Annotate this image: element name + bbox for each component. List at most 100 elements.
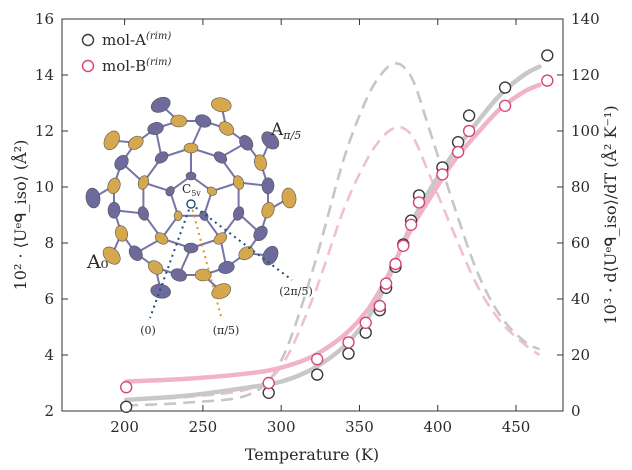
molecule-atom	[218, 261, 235, 274]
symmetry-direction-line	[149, 203, 192, 319]
y-right-tick-label: 80	[571, 178, 590, 196]
molecule-atom	[211, 97, 232, 113]
molecule-atom	[233, 206, 245, 221]
molecule-atom	[195, 114, 212, 128]
data-points	[119, 49, 554, 413]
y-left-tick-label: 12	[35, 122, 54, 140]
data-point-mol-a	[311, 368, 324, 381]
data-point-mol-b	[498, 99, 512, 113]
y-left-tick-label: 16	[35, 10, 54, 28]
molecule-atom	[107, 177, 121, 194]
molecule-atom	[262, 245, 279, 266]
y-left-tick-label: 6	[44, 290, 54, 308]
molecule-atom	[233, 175, 245, 190]
data-point-mol-b	[412, 196, 426, 209]
molecule-atom	[173, 210, 183, 222]
molecule-atom	[218, 121, 235, 136]
molecule-atom	[150, 96, 171, 113]
plot-frame	[61, 18, 564, 412]
molecule-atom	[150, 283, 171, 299]
molecule-atom	[170, 114, 188, 128]
molecule-atom	[194, 268, 212, 282]
y-right-tick-label: 60	[571, 234, 590, 252]
molecule-atom	[183, 142, 199, 154]
molecule-atom	[211, 283, 232, 300]
molecule-atom	[154, 151, 169, 164]
legend-marker-mol-a	[81, 33, 95, 47]
molecule-atom	[261, 177, 275, 195]
data-point-mol-a	[498, 81, 512, 94]
data-point-mol-a	[119, 400, 133, 413]
molecule-atom	[165, 186, 175, 197]
molecule-atom	[253, 225, 268, 242]
y-left-tick-label: 2	[44, 402, 54, 420]
legend: mol-A(rim) mol-B(rim)	[81, 31, 172, 75]
data-point-mol-a	[541, 49, 554, 62]
data-point-mol-b	[462, 124, 476, 138]
y-right-tick-label: 0	[571, 402, 581, 420]
data-point-mol-b	[342, 336, 355, 349]
data-point-mol-b	[541, 74, 554, 87]
legend-label-mol-b: mol-B(rim)	[102, 57, 172, 75]
data-point-mol-b	[451, 145, 465, 159]
y-left-tick-label: 10	[35, 178, 54, 196]
molecule-atom	[254, 154, 267, 171]
direction-label-0: (0)	[140, 324, 156, 337]
molecule-atom	[85, 187, 101, 209]
y-left-tick-label: 4	[44, 346, 54, 364]
x-tick-label: 250	[189, 418, 218, 436]
derivative-curves	[126, 62, 541, 407]
molecule-atom	[261, 202, 275, 219]
symmetry-direction-line	[190, 203, 223, 321]
molecule-atom	[281, 187, 297, 209]
molecule-atom	[137, 206, 149, 221]
c5v-axis-marker	[186, 199, 196, 209]
molecule-atom	[107, 201, 121, 219]
c5v-label: C5v	[182, 182, 201, 198]
molecule-atom	[115, 225, 128, 242]
y-right-tick-label: 40	[571, 290, 590, 308]
y-right-tick-label: 100	[571, 122, 600, 140]
label-a-pi-5: Aπ/5	[270, 120, 301, 142]
molecule-atom	[154, 232, 169, 245]
molecule-atom	[185, 171, 197, 181]
molecule-atom	[103, 130, 120, 151]
legend-marker-mol-b	[81, 59, 95, 73]
data-point-mol-b	[119, 381, 133, 394]
y-right-tick-label: 20	[571, 346, 590, 364]
data-point-mol-a	[462, 109, 476, 122]
direction-label-pi-5: (π/5)	[213, 324, 240, 337]
molecule-atom	[114, 154, 129, 171]
data-point-mol-b	[379, 277, 393, 290]
x-tick-label: 300	[267, 418, 296, 436]
data-point-mol-b	[436, 168, 449, 181]
x-tick-label: 350	[345, 418, 374, 436]
data-point-mol-b	[262, 376, 275, 390]
fit-curves	[123, 64, 542, 403]
data-point-mol-b	[311, 353, 324, 366]
axis-ticks: 200 250 300 350 400 450 2 4 6 8 10 12 14 16 0 20 40 60 80 1…	[35, 10, 600, 436]
molecule-atom	[147, 260, 164, 275]
data-point-mol-b	[359, 316, 372, 329]
y-left-tick-label: 14	[35, 66, 54, 84]
molecule-atom	[170, 268, 187, 282]
molecule-inset: C5v A₀ Aπ/5 (0) (π/5) (2π/5)	[85, 96, 313, 337]
fit-curve-mol-a	[123, 64, 542, 403]
molecule-atom	[213, 232, 228, 245]
y-right-tick-label: 140	[571, 10, 600, 28]
data-point-mol-b	[389, 257, 402, 271]
molecule-atom	[102, 246, 121, 265]
label-a0: A₀	[86, 251, 109, 273]
molecule-atom	[261, 131, 280, 150]
data-point-mol-b	[373, 299, 386, 313]
derivative-curve-mol-b	[126, 125, 541, 402]
molecule-atom	[206, 186, 217, 196]
y-axis-left-label: 10² · ⟨Uᵉᑫ_iso⟩ (Å²)	[10, 140, 30, 291]
molecule-atom	[128, 135, 144, 150]
y-left-tick-label: 8	[44, 234, 54, 252]
x-tick-label: 200	[110, 418, 139, 436]
molecule-atom	[147, 122, 164, 135]
data-point-mol-a	[342, 347, 355, 360]
